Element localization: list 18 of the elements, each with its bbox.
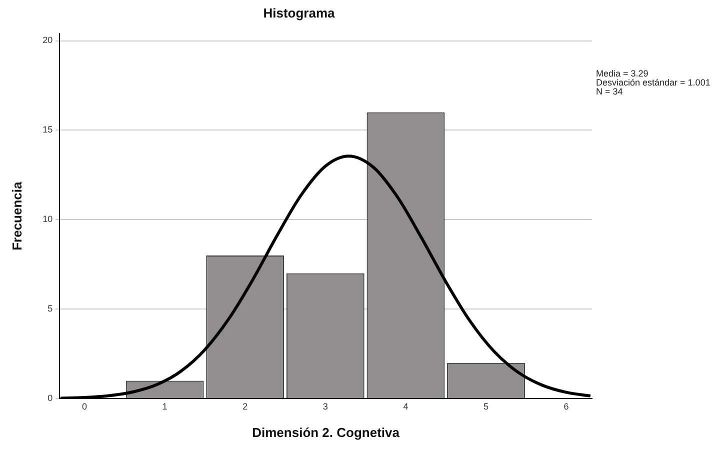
text: Media = 3.29 <box>596 68 648 79</box>
text: Desviación estándar = 1.001 <box>596 78 710 88</box>
y-tick-label: 10 <box>42 214 53 224</box>
chart-title: Histograma <box>263 5 336 20</box>
text: N = 34 <box>596 86 623 97</box>
x-tick-label: 6 <box>564 401 569 412</box>
x-tick-label: 0 <box>82 401 88 412</box>
y-tick-label: 20 <box>42 35 53 46</box>
x-tick-label: 3 <box>322 401 328 412</box>
x-tick-label: 4 <box>403 401 408 412</box>
y-axis-title: Frecuencia <box>9 181 24 250</box>
x-tick-label: 2 <box>242 401 248 412</box>
x-tick-label: 1 <box>162 401 168 412</box>
y-tick-label: 0 <box>48 393 53 404</box>
x-axis-title: Dimensión 2. Cognetiva <box>252 424 400 440</box>
x-tick-label: 5 <box>483 401 489 412</box>
y-tick-label: 5 <box>48 304 53 314</box>
y-tick-label: 15 <box>42 124 53 135</box>
